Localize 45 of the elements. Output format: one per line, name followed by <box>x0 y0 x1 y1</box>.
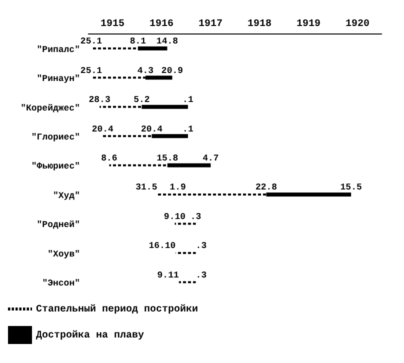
annotation: 25.1 <box>80 36 103 47</box>
annotation: 31.5 <box>136 182 158 193</box>
y-tick-label: "Ринаун" <box>36 74 80 84</box>
annotation: 8.1 <box>130 36 147 47</box>
annotation: 15.8 <box>156 154 178 164</box>
annotation: 14.8 <box>156 36 178 47</box>
annotation: 25.1 <box>80 66 103 76</box>
x-tick-label: 1919 <box>296 19 321 30</box>
legend-label: Достройка на плаву <box>36 330 144 342</box>
annotation: 20.9 <box>161 66 184 76</box>
annotation: .3 <box>196 241 207 252</box>
annotation: 8.6 <box>101 154 118 164</box>
x-tick-label: 1920 <box>345 19 370 30</box>
bar <box>174 222 196 225</box>
annotation: 22.8 <box>255 182 278 193</box>
annotation: 20.4 <box>140 124 164 134</box>
annotation: 4.7 <box>202 154 219 164</box>
y-tick-label: "Фьюриес" <box>31 162 80 172</box>
annotation: 16.10 <box>148 241 176 252</box>
y-tick-label: "Худ" <box>52 190 80 201</box>
x-tick-label: 1918 <box>247 19 272 30</box>
y-tick-label: "Хоув" <box>48 249 80 260</box>
x-tick-label: 1915 <box>100 19 125 30</box>
x-tick-label: 1916 <box>149 19 174 30</box>
bar <box>178 281 196 284</box>
x-tick-label: 1917 <box>198 19 223 30</box>
annotation: .1 <box>182 95 194 106</box>
bar <box>176 252 196 254</box>
annotation: 15.5 <box>340 182 362 193</box>
legend-label: Стапельный период постройки <box>36 304 198 316</box>
annotation: 9.10 <box>164 212 186 222</box>
y-tick-label: "Глориес" <box>31 132 80 142</box>
y-tick-label: "Энсон" <box>42 278 80 289</box>
y-tick-label: "Родней" <box>36 220 80 230</box>
annotation: .3 <box>196 270 207 280</box>
annotation: 5.2 <box>134 95 150 106</box>
annotation: 1.9 <box>170 182 186 193</box>
y-tick-label: "Рипалс" <box>36 44 80 55</box>
annotation: 4.3 <box>137 66 154 76</box>
y-tick-label: "Корейджес" <box>20 103 80 114</box>
annotation: .1 <box>182 124 194 134</box>
annotation: 9.11 <box>157 270 180 280</box>
annotation: .3 <box>190 212 202 222</box>
annotation: 20.4 <box>92 124 114 134</box>
annotation: 28.3 <box>88 95 110 106</box>
